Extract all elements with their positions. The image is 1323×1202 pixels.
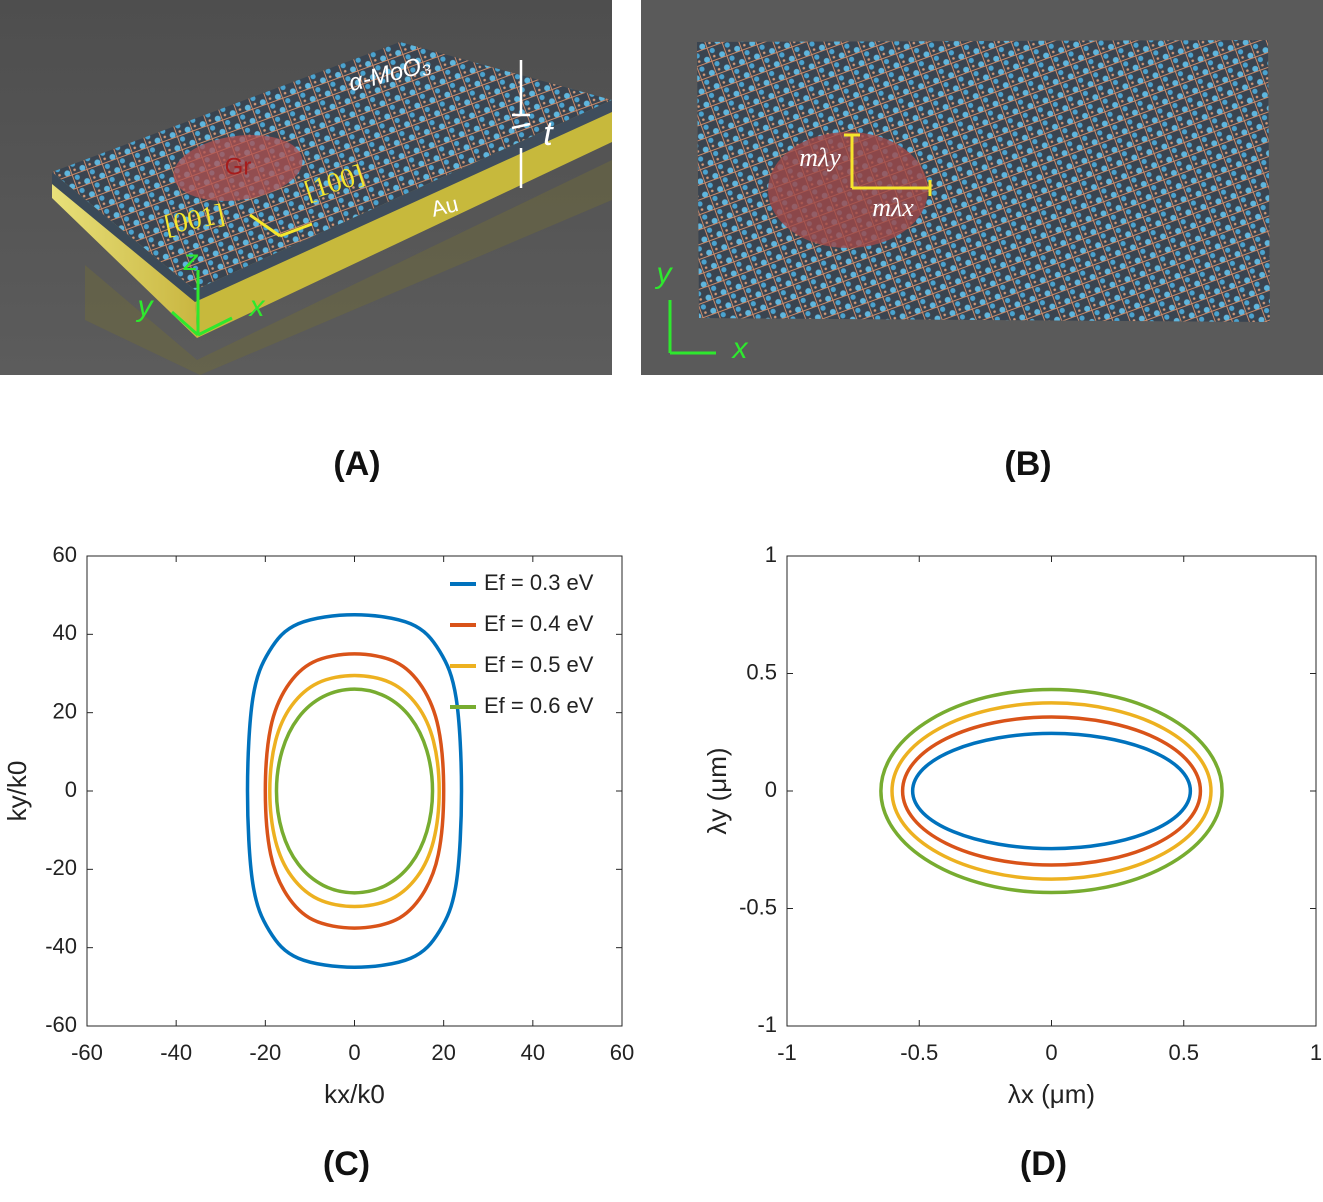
x-tick-label: 20 xyxy=(431,1040,455,1065)
x-tick-label: 1 xyxy=(1310,1040,1322,1065)
y-tick-label: -0.5 xyxy=(739,894,777,919)
x-tick-label: 60 xyxy=(610,1040,634,1065)
coordinate-axes xyxy=(171,270,233,337)
y-tick-label: 20 xyxy=(53,698,77,723)
panel-label: (C) xyxy=(323,1145,370,1183)
moo3-side xyxy=(52,172,195,302)
axis-label: x xyxy=(248,290,266,323)
y-tick-label: -40 xyxy=(45,933,77,958)
y-axis-label: ky/k0 xyxy=(2,761,32,822)
series-line xyxy=(910,731,1193,851)
panel-a: Gr α-MoO₃ [001] [100] Au t z y x xyxy=(0,0,612,375)
series-line xyxy=(890,701,1213,881)
length-markers xyxy=(844,133,932,196)
panel-label: (A) xyxy=(333,445,380,483)
series-line xyxy=(879,687,1224,895)
series-line xyxy=(900,715,1203,867)
y-tick-label: 0.5 xyxy=(746,659,777,684)
moo3-top xyxy=(52,42,612,290)
thickness-label: t xyxy=(543,115,554,153)
y-axis-label: λy (μm) xyxy=(702,747,732,834)
series-line xyxy=(263,652,446,930)
plot-area xyxy=(786,555,1317,1027)
series-line xyxy=(245,612,464,970)
axis-label: y xyxy=(655,257,674,290)
x-tick-label: -20 xyxy=(249,1040,281,1065)
panel-label: (D) xyxy=(1020,1145,1067,1183)
chart: -60 -40 -20 0 20 40 60 -60 -40 -20 0 20 40 60 kx/k0 ky/… xyxy=(2,542,634,1183)
x-tick-label: 0 xyxy=(348,1040,360,1065)
x-tick-label: -40 xyxy=(160,1040,192,1065)
legend-label: Ef = 0.6 eV xyxy=(484,693,594,718)
moo3-sheet xyxy=(697,40,1270,322)
legend-label: Ef = 0.3 eV xyxy=(484,570,594,595)
panel-label: (B) xyxy=(1004,445,1051,483)
chart: -1 -0.5 0 0.5 1 -1 -0.5 0 0.5 1 λx (μm) λy (μm) (D) xyxy=(702,542,1322,1183)
y-tick-label: -60 xyxy=(45,1012,77,1037)
series-line xyxy=(274,687,435,895)
legend-label: Ef = 0.5 eV xyxy=(484,652,594,677)
x-tick-label: 40 xyxy=(521,1040,545,1065)
plot-area xyxy=(86,555,623,1027)
y-tick-label: -1 xyxy=(757,1012,777,1037)
graphene-label: Gr xyxy=(225,153,252,180)
y-tick-label: 60 xyxy=(53,542,77,567)
y-tick-label: 0 xyxy=(65,777,77,802)
crystal-axes xyxy=(249,213,313,238)
axis-label: y xyxy=(136,290,155,323)
y-tick-label: -20 xyxy=(45,855,77,880)
x-tick-label: -60 xyxy=(71,1040,103,1065)
x-tick-label: 0 xyxy=(1045,1040,1057,1065)
panel-b: mλy mλx y x xyxy=(641,0,1323,375)
axis-label: x xyxy=(731,332,749,365)
x-axis-label: λx (μm) xyxy=(1008,1079,1095,1109)
thickness-marker xyxy=(511,60,531,188)
coordinate-axes xyxy=(668,300,716,355)
graphene-patch xyxy=(768,132,928,248)
x-tick-label: 0.5 xyxy=(1168,1040,1199,1065)
length-label: mλx xyxy=(872,193,914,222)
graphene-patch xyxy=(173,135,303,201)
legend-label: Ef = 0.4 eV xyxy=(484,611,594,636)
y-tick-label: 40 xyxy=(53,620,77,645)
y-tick-label: 0 xyxy=(765,777,777,802)
length-label: mλy xyxy=(799,143,841,172)
x-tick-label: -0.5 xyxy=(900,1040,938,1065)
series-line xyxy=(268,673,441,909)
moo3-front xyxy=(195,100,612,302)
y-tick-label: 1 xyxy=(765,542,777,567)
x-axis-label: kx/k0 xyxy=(324,1079,385,1109)
axis-label: z xyxy=(183,244,199,277)
x-tick-label: -1 xyxy=(777,1040,797,1065)
